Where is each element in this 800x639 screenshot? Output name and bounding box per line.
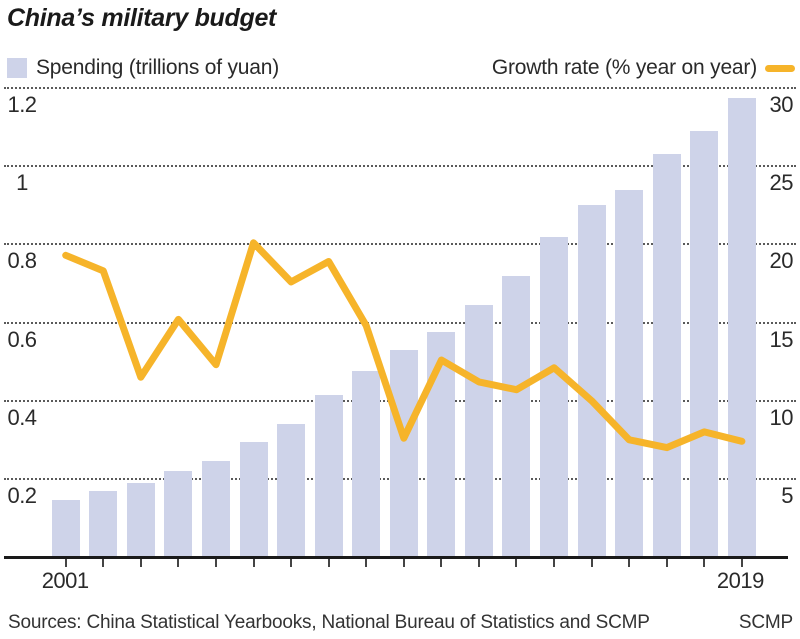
x-axis-tick: [139, 558, 142, 567]
right-axis-tick: 5: [781, 482, 793, 508]
x-axis-tick: [590, 558, 593, 567]
spending-bar: [164, 471, 193, 557]
left-axis-tick: 0.6: [7, 326, 37, 352]
growth-legend-label: Growth rate (% year on year): [491, 56, 757, 79]
growth-line-icon: [765, 64, 795, 72]
x-axis-tick: [327, 558, 330, 567]
gridline: [4, 165, 796, 168]
x-axis-label-first: 2001: [41, 568, 89, 593]
left-axis-tick: 1.2: [7, 92, 37, 117]
spending-bar: [464, 304, 493, 557]
x-axis-tick: [440, 558, 443, 567]
x-axis-tick: [477, 558, 480, 567]
legend-growth: Growth rate (% year on year): [491, 56, 795, 79]
right-axis-tick: 20: [769, 248, 794, 274]
spending-bar: [577, 205, 606, 557]
spending-legend-label: Spending (trillions of yuan): [36, 56, 280, 79]
x-axis-tick: [177, 558, 180, 567]
spending-bar: [427, 332, 456, 557]
x-axis-tick: [665, 558, 668, 567]
spending-bar: [727, 97, 756, 557]
right-axis-tick: 30: [769, 92, 794, 117]
x-axis-tick: [252, 558, 255, 567]
spending-bar: [690, 130, 719, 557]
spending-swatch-icon: [7, 58, 27, 78]
left-axis-tick: 0.2: [7, 482, 37, 508]
spending-bar: [314, 394, 343, 557]
sources-note: Sources: China Statistical Yearbooks, Na…: [8, 612, 650, 633]
spending-bar: [502, 275, 531, 557]
x-axis-tick: [628, 558, 631, 567]
spending-bar: [89, 490, 118, 557]
x-axis-tick: [64, 558, 67, 567]
x-axis-tick: [365, 558, 368, 567]
spending-bar: [126, 482, 155, 557]
scmp-credit: SCMP: [738, 612, 793, 633]
x-axis-tick: [740, 558, 743, 567]
left-axis-tick: 0.8: [7, 248, 37, 274]
spending-bar: [652, 154, 681, 557]
spending-bar: [389, 349, 418, 557]
x-axis-tick: [290, 558, 293, 567]
legend-spending: Spending (trillions of yuan): [7, 56, 280, 79]
right-axis-tick: 25: [769, 170, 794, 196]
x-axis-tick: [214, 558, 217, 567]
x-axis-label-last: 2019: [716, 568, 764, 593]
x-axis-tick: [553, 558, 556, 567]
right-axis-tick: 10: [769, 404, 794, 430]
spending-bar: [277, 424, 306, 557]
left-axis-tick: 0.4: [7, 404, 37, 430]
spending-bar: [201, 461, 230, 557]
spending-bar: [51, 500, 80, 557]
right-axis-tick: 15: [769, 326, 794, 352]
x-axis-tick: [102, 558, 105, 567]
x-axis-tick: [515, 558, 518, 567]
page-title: China’s military budget: [7, 4, 277, 32]
spending-bar: [540, 236, 569, 557]
x-axis-line: [4, 555, 788, 559]
spending-bar: [615, 189, 644, 557]
spending-bar: [352, 371, 381, 557]
spending-bar: [239, 441, 268, 557]
x-axis-tick: [402, 558, 405, 567]
x-axis-tick: [703, 558, 706, 567]
gridline: [4, 87, 796, 89]
left-axis-tick: 1: [16, 170, 28, 196]
